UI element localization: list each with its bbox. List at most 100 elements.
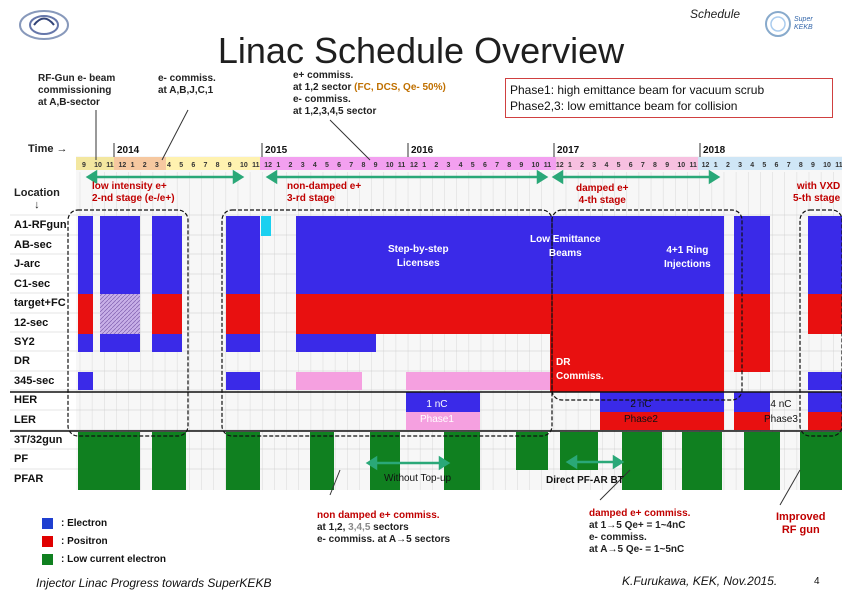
month-label: 2 — [143, 162, 147, 169]
annotation-line: Low Emittance — [530, 234, 601, 245]
month-label: 6 — [629, 162, 633, 169]
annotation-line: Licenses — [396, 258, 440, 269]
month-label: 6 — [775, 162, 779, 169]
month-label: 3 — [738, 162, 742, 169]
footer-left: Injector Linac Progress towards SuperKEK… — [36, 576, 272, 590]
epcommiss-line3: e- commiss. — [293, 94, 351, 105]
annotation-line: Phase3 — [764, 414, 798, 425]
month-label: 9 — [665, 162, 669, 169]
header-label: Schedule — [690, 7, 741, 21]
month-label: 4 — [750, 162, 754, 169]
row-label: LER — [14, 414, 36, 426]
location-label-text: Location — [14, 187, 60, 199]
month-label: 8 — [216, 162, 220, 169]
month-label: 9 — [228, 162, 232, 169]
damped-line: at 1→5 Qe+ = 1~4nC — [589, 520, 686, 531]
improved-line: Improved — [776, 511, 826, 523]
topup-annotation: Without Top-up — [384, 473, 452, 484]
row-label: PF — [14, 453, 29, 465]
month-label: 10 — [386, 162, 394, 169]
ecommiss-note-line: e- commiss. — [158, 73, 216, 84]
kek-logo — [18, 8, 70, 42]
month-label: 1 — [276, 162, 280, 169]
direct-annotation: Direct PF-AR BT — [546, 475, 624, 486]
phase-box: Phase1: high emittance beam for vacuum s… — [505, 78, 833, 118]
annotation-line: 1 nC — [426, 399, 448, 410]
row-label: target+FC — [14, 297, 66, 309]
annotation-line: 4+1 Ring — [666, 245, 709, 256]
month-label: 11 — [690, 162, 698, 169]
month-label: 8 — [799, 162, 803, 169]
row-label: C1-sec — [14, 278, 51, 290]
legend-item: : Electron — [42, 514, 166, 532]
month-label: 6 — [483, 162, 487, 169]
page-title: Linac Schedule Overview — [217, 30, 625, 71]
superkekb-logo: Super KEKB — [764, 8, 832, 40]
stage-line: 5-th stage — [793, 193, 841, 204]
annotation-line: Injections — [664, 259, 711, 270]
legend-item: : Low current electron — [42, 550, 166, 568]
month-label: 5 — [325, 162, 329, 169]
lowemit-annotation: Low Emittance Beams — [530, 233, 601, 261]
month-label: 1 — [568, 162, 572, 169]
month-label: 12 — [264, 162, 272, 169]
nondamped-line1: non damped e+ commiss. — [317, 510, 440, 521]
month-label: 8 — [361, 162, 365, 169]
damped-line: e- commiss. — [589, 532, 647, 543]
month-label: 10 — [677, 162, 685, 169]
legend-label: : Positron — [61, 535, 108, 547]
month-label: 12 — [118, 162, 126, 169]
row-label: HER — [14, 394, 38, 406]
epcommiss-line4: at 1,2,3,4,5 sector — [293, 106, 377, 117]
epcommiss-note: e+ commiss. at 1,2 sector (FC, DCS, Qe- … — [293, 70, 446, 118]
damped-line: at A→5 Qe- = 1~5nC — [589, 544, 685, 555]
location-label: Location ↓ — [14, 187, 60, 211]
month-label: 9 — [519, 162, 523, 169]
row-label: 3T/32gun — [14, 434, 63, 446]
rfgun-note-line: RF-Gun e- beam — [38, 73, 116, 84]
epcommiss-line2: at 1,2 sector (FC, DCS, Qe- 50%) — [293, 82, 446, 94]
month-label: 10 — [532, 162, 540, 169]
month-label: 4 — [313, 162, 317, 169]
legend-swatch — [42, 553, 53, 565]
phase2-annotation: 2 nC Phase2 — [624, 397, 658, 427]
month-label: 6 — [191, 162, 195, 169]
month-label: 1 — [714, 162, 718, 169]
month-label: 11 — [106, 162, 114, 169]
month-label: 10 — [823, 162, 831, 169]
month-label: 8 — [653, 162, 657, 169]
month-label: 5 — [471, 162, 475, 169]
month-label: 7 — [641, 162, 645, 169]
month-label: 6 — [337, 162, 341, 169]
improved-note: Improved RF gun — [776, 511, 826, 537]
row-label: PFAR — [14, 473, 44, 485]
row-label: J-arc — [14, 258, 41, 270]
legend-swatch — [42, 535, 53, 547]
annotation-line: 4 nC — [770, 399, 792, 410]
legend: : Electron : Positron : Low current electr… — [42, 514, 166, 568]
legend-label: : Electron — [61, 517, 108, 529]
nondamped-line2a: at 1,2, — [317, 522, 349, 533]
month-label: 12 — [410, 162, 418, 169]
rfgun-note-line: commissioning — [38, 85, 112, 96]
legend-swatch — [42, 517, 53, 529]
epcommiss-line2b: (FC, DCS, Qe- 50%) — [354, 82, 446, 93]
dr-annotation: DR Commiss. — [556, 356, 604, 384]
annotation-line: Commiss. — [556, 371, 604, 382]
year-label: 2016 — [411, 145, 434, 156]
page-number: 4 — [814, 576, 820, 587]
stage-line: low intensity e+ — [92, 181, 167, 192]
row-label: A1-RFgun — [14, 219, 67, 231]
annotation-line: Phase1 — [420, 414, 454, 425]
nondamped-line3: e- commiss. at A→5 sectors — [317, 534, 451, 545]
month-label: 12 — [702, 162, 710, 169]
month-label: 9 — [82, 162, 86, 169]
month-label: 10 — [240, 162, 248, 169]
phase1-annotation: 1 nC Phase1 — [420, 397, 454, 427]
phase-box-line: Phase2,3: low emittance beam for collisi… — [510, 99, 738, 113]
month-label: 8 — [507, 162, 511, 169]
nondamped-note: non damped e+ commiss. at 1,2, 3,4,5 sec… — [317, 510, 450, 546]
annotation-line: 2 nC — [630, 399, 652, 410]
improved-line: RF gun — [781, 524, 820, 536]
row-label: 345-sec — [14, 375, 55, 387]
